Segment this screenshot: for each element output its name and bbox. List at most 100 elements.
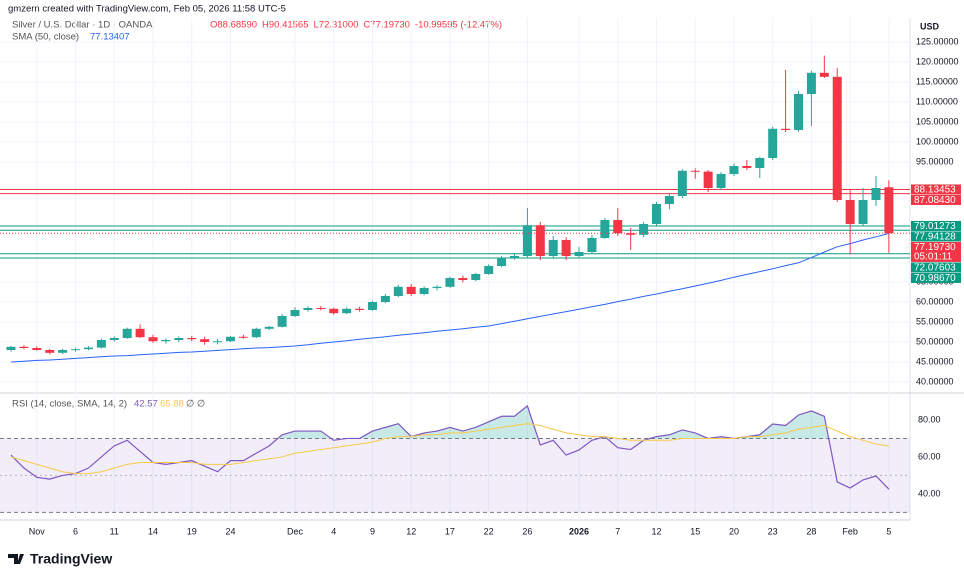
currency: USD (920, 21, 940, 31)
x-tick-label: 14 (148, 526, 158, 536)
candle-body (6, 346, 16, 350)
rsi-extra: ∅ ∅ (186, 399, 205, 410)
ohlc-legend: O88.68590 H90.41565 L72.31000 C77.19730 -10.… (210, 20, 502, 31)
candle-body (884, 187, 894, 234)
candle-body (367, 302, 377, 310)
candle-body (845, 200, 855, 224)
candle-body (574, 252, 584, 256)
candle-body (587, 238, 597, 252)
price-tag-label: 70.98670 (914, 273, 956, 284)
y-tick-label: 40.00 (918, 488, 941, 498)
candle-body (652, 204, 661, 224)
candle-body (458, 278, 468, 280)
y-tick-label: 60.00 (918, 451, 941, 461)
candle-body (406, 286, 416, 294)
price-tag (911, 241, 961, 262)
candle-body (445, 278, 455, 287)
overbought-fill (277, 405, 829, 439)
candle-body (548, 240, 558, 256)
candle-body (83, 347, 93, 350)
x-tick-label: 20 (729, 526, 739, 536)
candle-body (806, 72, 816, 94)
candle-body (342, 308, 352, 314)
candle-body (716, 174, 726, 188)
candle-body (613, 220, 623, 234)
y-tick-label: 80.00 (918, 414, 941, 424)
rsi-sma-value: 65.88 (160, 399, 184, 410)
candle-body (561, 240, 571, 256)
price-tag (911, 262, 961, 273)
candle-body (858, 200, 868, 224)
price-tag (911, 231, 961, 242)
candle-body (290, 310, 300, 316)
x-tick-label: Feb (842, 526, 858, 536)
x-tick-label: 4 (331, 526, 336, 536)
x-tick-label: 12 (406, 526, 416, 536)
price-tag (911, 220, 961, 231)
ohlc-value: -10.99595 (-12.47%) (415, 20, 502, 31)
candle-body (484, 266, 494, 274)
x-tick-label: 2026 (569, 526, 589, 536)
candle-body (187, 338, 197, 340)
price-tag-label: 87.08430 (914, 195, 956, 206)
candle-body (871, 188, 881, 200)
logo: TradingView (8, 551, 112, 567)
candle-body (174, 338, 184, 340)
x-tick-label: 15 (690, 526, 700, 536)
candle-body (135, 328, 145, 338)
candle-body (19, 346, 29, 348)
candle-body (380, 296, 390, 302)
candle-body (626, 233, 636, 235)
candle-body (419, 288, 429, 294)
candle-body (755, 158, 765, 168)
price-tag-label: 72.07603 (914, 263, 956, 274)
candle-body (677, 170, 687, 196)
candle-body (161, 340, 171, 342)
y-tick-label: 100.00000 (916, 136, 959, 146)
y-tick-label: 40.00000 (916, 376, 954, 386)
x-tick-label: 7 (615, 526, 620, 536)
price-tag (911, 194, 961, 205)
x-tick-label: 9 (370, 526, 375, 536)
candle-body (45, 350, 55, 353)
ohlc-value: C77.19730 (363, 20, 409, 31)
price-tag-label: 88.13453 (914, 185, 956, 196)
x-tick-label: 11 (110, 526, 119, 536)
price-tag-label: 77.94128 (914, 232, 956, 243)
candle-body (355, 308, 365, 310)
rsi-value: 42.57 (134, 399, 158, 410)
x-tick-label: 24 (225, 526, 235, 536)
symbol: Silver / U.S. Dollar · 1D · OANDA (12, 20, 153, 31)
sma-value: 77.13407 (90, 32, 130, 43)
x-tick-label: 5 (886, 526, 891, 536)
candle-body (664, 196, 674, 204)
price-tag (911, 184, 961, 195)
candle-body (794, 94, 804, 130)
candle-body (819, 72, 829, 77)
sma-line (10, 232, 890, 363)
byline: gmzern created with TradingView.com, Feb… (8, 4, 286, 15)
candle-body (497, 258, 507, 266)
candle-body (264, 326, 274, 329)
candle-body (471, 274, 481, 280)
y-tick-label: 55.00000 (916, 316, 954, 326)
sma-name: SMA (50, close) (12, 32, 79, 43)
candle-body (832, 76, 842, 200)
candle-body (238, 336, 248, 338)
candle-body (316, 308, 326, 309)
x-tick-label: 12 (651, 526, 661, 536)
candle-body (768, 128, 778, 158)
candle-body (522, 225, 532, 256)
x-tick-label: 23 (768, 526, 778, 536)
candle-body (251, 328, 261, 338)
x-tick-label: Nov (29, 526, 46, 536)
candle-body (600, 220, 610, 238)
candle-body (393, 286, 403, 296)
candle-body (277, 316, 287, 327)
candle-body (225, 336, 235, 342)
x-tick-label: 6 (73, 526, 78, 536)
x-tick-label: Dec (287, 526, 304, 536)
candle-body (639, 224, 649, 235)
